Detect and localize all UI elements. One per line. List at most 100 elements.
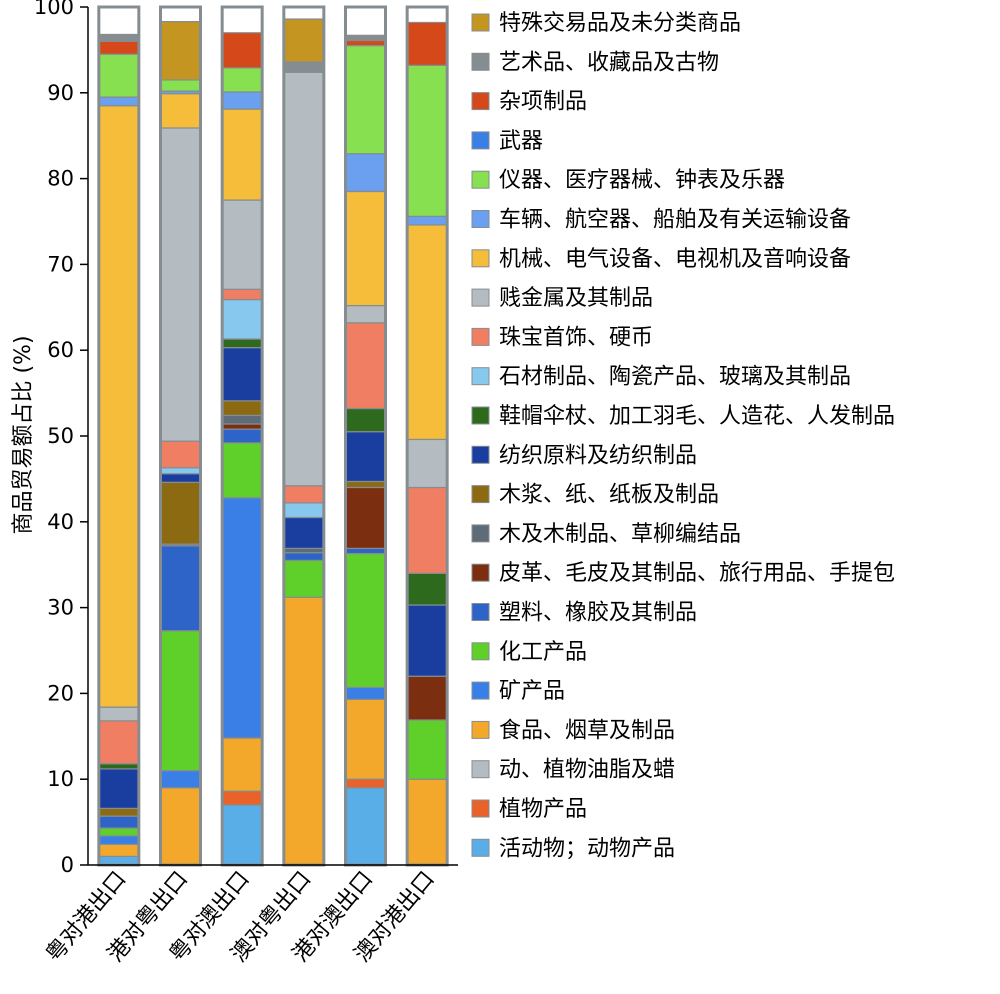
legend-label: 矿产品	[499, 679, 565, 704]
y-tick-label: 70	[47, 252, 74, 276]
bar-segment	[406, 604, 448, 677]
legend-swatch	[471, 642, 490, 661]
y-axis-label: 商品贸易额占比 (%)	[11, 335, 36, 534]
bar-segment	[98, 105, 140, 708]
legend-label: 皮革、毛皮及其制品、旅行用品、手提包	[499, 561, 895, 586]
y-tick-label: 40	[47, 510, 74, 534]
bar-segment	[344, 547, 387, 555]
legend-label: 植物产品	[499, 797, 587, 822]
bar-segment	[406, 21, 448, 66]
bar-segment	[344, 322, 387, 410]
bar-segment	[98, 843, 140, 858]
legend-swatch	[471, 210, 490, 228]
legend-swatch	[471, 52, 490, 71]
bar-segment	[98, 807, 140, 817]
legend-label: 机械、电气设备、电视机及音响设备	[499, 247, 851, 272]
legend-swatch	[471, 720, 490, 739]
legend-swatch	[471, 13, 490, 32]
legend-swatch	[471, 367, 490, 386]
bar-segment	[283, 596, 325, 866]
bar-segment	[98, 33, 140, 42]
legend-swatch	[471, 170, 490, 189]
legend-label: 艺术品、收藏品及古物	[499, 50, 719, 75]
bar-segment	[283, 485, 325, 504]
bar-segment	[98, 835, 140, 846]
bar-segment	[159, 467, 202, 475]
y-tick-label: 10	[47, 767, 74, 791]
bar-segment	[344, 304, 387, 324]
legend-swatch	[471, 799, 490, 818]
bar-segment	[159, 79, 202, 92]
legend-swatch	[471, 563, 490, 582]
bar-segment	[344, 34, 387, 42]
y-tick-label: 90	[47, 81, 74, 105]
bar-segment	[159, 770, 202, 789]
bar-segment	[344, 153, 387, 193]
bar-segment	[98, 40, 140, 55]
legend-label: 木及木制品、草柳编结品	[499, 522, 741, 547]
bar-segment	[406, 64, 448, 217]
legend-label: 动、植物油脂及蜡	[499, 758, 675, 783]
legend-swatch	[471, 327, 490, 346]
bar-segment	[406, 215, 448, 226]
bar-segment	[406, 572, 448, 606]
bar-segment	[344, 698, 387, 780]
bar-segment	[283, 18, 325, 63]
bar-segment	[344, 778, 387, 789]
bar-segment	[283, 547, 325, 554]
legend-swatch	[471, 681, 490, 700]
legend-swatch	[471, 445, 490, 464]
bar-segment	[283, 61, 325, 73]
bar-segment	[98, 706, 140, 722]
bar-segment	[406, 438, 448, 489]
legend-swatch	[471, 92, 490, 111]
legend-label: 贱金属及其制品	[499, 286, 653, 311]
bar-segment	[221, 423, 263, 430]
bar-segment	[221, 428, 263, 444]
bar-segment	[344, 552, 387, 688]
bar-segment	[283, 502, 325, 519]
y-tick-label: 50	[47, 424, 74, 448]
y-tick-label: 60	[47, 338, 74, 362]
legend-swatch	[471, 406, 490, 425]
bar-segment	[98, 827, 140, 837]
bar-segment	[344, 431, 387, 483]
legend-swatch	[471, 485, 490, 504]
y-tick-label: 100	[34, 0, 74, 19]
legend-label: 木浆、纸、纸板及制品	[499, 483, 719, 508]
legend-label: 活动物；动物产品	[499, 836, 675, 861]
bar-segment	[221, 400, 263, 417]
legend-swatch	[471, 131, 490, 150]
bar-segment	[159, 630, 202, 772]
y-tick-label: 80	[47, 167, 74, 191]
legend-label: 纺织原料及纺织制品	[499, 443, 697, 468]
legend-label: 特殊交易品及未分类商品	[499, 11, 741, 36]
bar-segment	[221, 790, 263, 806]
bar-segment	[221, 414, 263, 425]
legend-swatch	[471, 249, 490, 268]
y-tick-label: 20	[47, 681, 74, 705]
bar-segment	[406, 486, 448, 574]
bar-segment	[283, 71, 325, 487]
bar-segment	[221, 298, 263, 340]
bar-segment	[344, 45, 387, 155]
bar-segment	[344, 787, 387, 866]
legend: 特殊交易品及未分类商品艺术品、收藏品及古物杂项制品武器仪器、医疗器械、钟表及乐器…	[471, 11, 895, 861]
bar-segment	[406, 224, 448, 441]
bar-segment	[221, 804, 263, 866]
legend-label: 车辆、航空器、船舶及有关运输设备	[499, 208, 851, 233]
bar-segment	[221, 32, 263, 69]
bar-segment	[159, 473, 202, 483]
bar-segment	[159, 545, 202, 632]
bar-segment	[221, 737, 263, 792]
bar-segment	[344, 190, 387, 307]
y-tick-label: 0	[61, 853, 74, 877]
legend-label: 塑料、橡胶及其制品	[499, 601, 697, 626]
bar-segment	[98, 768, 140, 809]
legend-label: 杂项制品	[499, 90, 587, 115]
bar-segment	[159, 787, 202, 866]
bar-segment	[344, 480, 387, 489]
legend-label: 化工产品	[499, 640, 587, 665]
